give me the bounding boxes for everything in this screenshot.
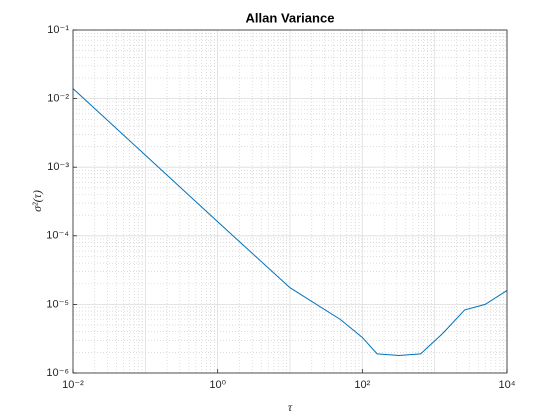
x-axis-label: τ — [288, 400, 293, 414]
y-tick-label: 10⁻¹ — [47, 24, 69, 36]
x-tick-label: 10⁻² — [62, 379, 84, 391]
x-tick-label: 10⁰ — [209, 379, 226, 391]
y-tick-label: 10⁻⁶ — [46, 367, 69, 379]
y-axis-label: σ²(τ) — [30, 190, 44, 212]
labels: 10⁻² 10⁰ 10² 10⁴ 10⁻⁶ 10⁻⁵ 10⁻⁴ 10⁻³ 10⁻² 10⁻¹ — [46, 24, 516, 391]
y-tick-label: 10⁻⁵ — [46, 298, 69, 310]
x-tick-label: 10⁴ — [499, 379, 516, 391]
x-tick-label: 10² — [354, 379, 370, 391]
data-line — [72, 88, 508, 356]
grid — [72, 29, 508, 374]
y-tick-label: 10⁻² — [47, 93, 69, 105]
y-tick-label: 10⁻⁴ — [46, 230, 69, 242]
plot — [72, 88, 508, 356]
chart-title: Allan Variance — [246, 10, 335, 25]
axes-box — [72, 29, 508, 374]
y-tick-label: 10⁻³ — [47, 161, 69, 173]
